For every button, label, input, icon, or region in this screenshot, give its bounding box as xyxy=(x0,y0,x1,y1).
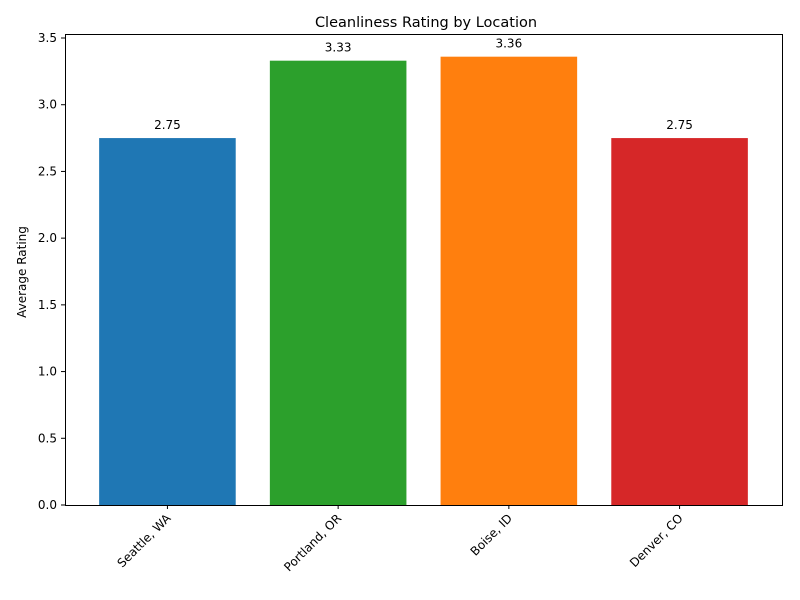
y-tick-label: 3.5 xyxy=(38,31,57,45)
data-label: 3.33 xyxy=(325,41,352,55)
x-tick-label: Boise, ID xyxy=(468,511,515,558)
y-tick-label: 3.0 xyxy=(38,98,57,112)
y-tick-label: 0.5 xyxy=(38,431,57,445)
y-tick-label: 1.0 xyxy=(38,365,57,379)
data-label: 2.75 xyxy=(666,118,693,132)
axes-frame xyxy=(65,34,783,506)
data-label: 3.36 xyxy=(495,37,522,51)
plot-area: 0.0 0.5 1.0 1.5 2.0 2.5 3.0 3.5 2.75 Seattle, WA 3… xyxy=(38,31,748,574)
bar xyxy=(99,138,236,505)
chart-title: Cleanliness Rating by Location xyxy=(315,15,537,31)
bar xyxy=(611,138,748,505)
bar xyxy=(440,56,578,506)
y-tick-label: 1.5 xyxy=(38,298,57,312)
y-axis-label: Average Rating xyxy=(15,226,29,318)
x-tick-label: Portland, OR xyxy=(281,511,344,574)
data-label: 2.75 xyxy=(154,118,181,132)
y-tick-label: 2.0 xyxy=(38,231,57,245)
y-tick-label: 0.0 xyxy=(38,498,57,512)
x-tick-label: Denver, CO xyxy=(627,511,686,570)
x-tick-label: Seattle, WA xyxy=(114,511,174,571)
y-tick-label: 2.5 xyxy=(38,164,57,178)
bar xyxy=(269,60,407,506)
